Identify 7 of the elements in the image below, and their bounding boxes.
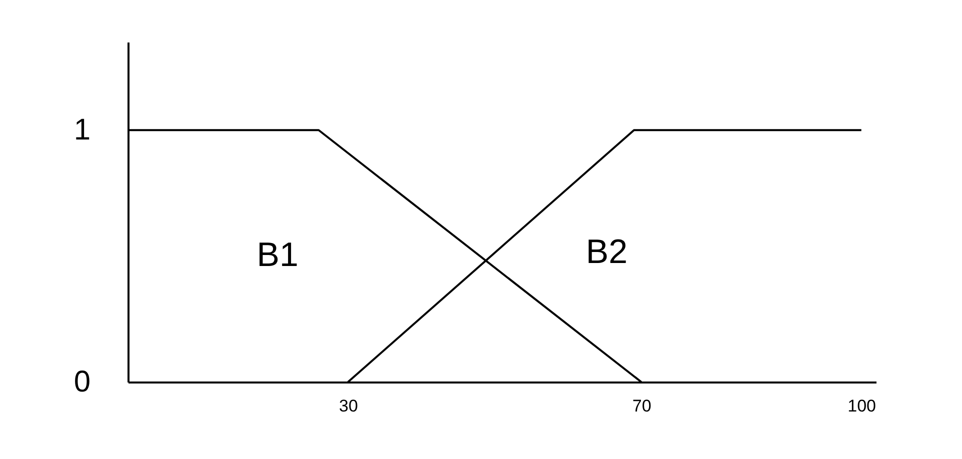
annotation: B2 — [586, 232, 628, 271]
y-tick-label: 0 — [74, 366, 90, 398]
x-tick-label: 70 — [632, 396, 652, 416]
annotation: B1 — [256, 236, 298, 274]
x-tick-label: 100 — [848, 396, 876, 416]
x-tick-label: 30 — [339, 396, 358, 416]
y-tick-label: 1 — [74, 114, 90, 147]
